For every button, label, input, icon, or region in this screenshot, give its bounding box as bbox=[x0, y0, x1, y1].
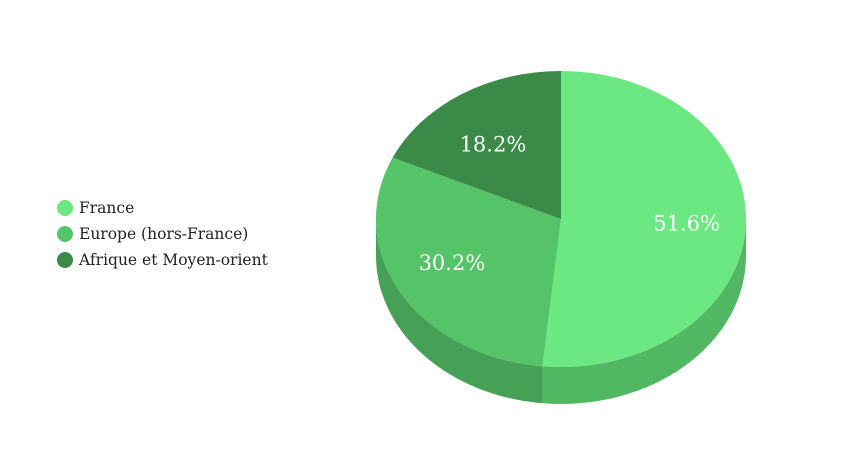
legend-swatch bbox=[57, 252, 73, 268]
legend-swatch bbox=[57, 200, 73, 216]
legend-item[interactable]: Europe (hors-France) bbox=[57, 221, 268, 247]
pie-slice[interactable] bbox=[542, 71, 747, 367]
legend: France Europe (hors-France) Afrique et Moy… bbox=[57, 195, 268, 273]
slice-data-label: 51.6% bbox=[653, 211, 720, 235]
legend-label: Afrique et Moyen-orient bbox=[79, 251, 268, 269]
pie-slice-side bbox=[542, 219, 746, 404]
legend-label: Europe (hors-France) bbox=[79, 225, 249, 243]
pie-slice[interactable] bbox=[376, 157, 561, 367]
legend-item[interactable]: Afrique et Moyen-orient bbox=[57, 247, 268, 273]
slice-data-label: 30.2% bbox=[419, 251, 486, 275]
legend-item[interactable]: France bbox=[57, 195, 268, 221]
pie-slice[interactable] bbox=[392, 71, 561, 219]
legend-swatch bbox=[57, 226, 73, 242]
legend-label: France bbox=[79, 199, 135, 217]
slice-data-label: 18.2% bbox=[460, 132, 527, 156]
pie-slice-side bbox=[376, 219, 543, 404]
